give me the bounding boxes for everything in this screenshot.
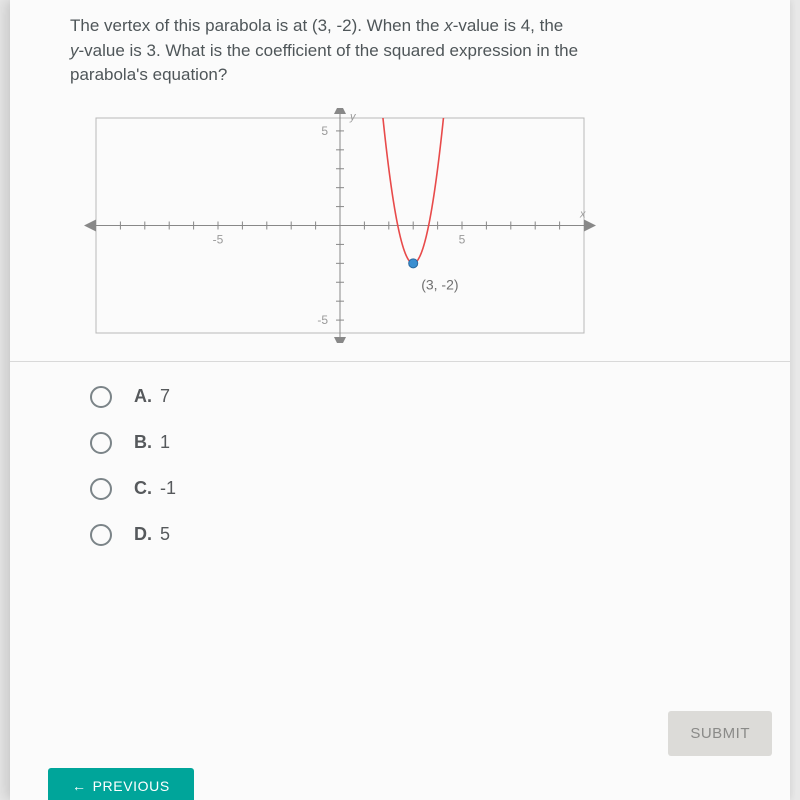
radio-icon bbox=[90, 524, 112, 546]
option-value: -1 bbox=[160, 478, 176, 499]
parabola-chart: -5 5 5 -5 y x (3, -2) bbox=[80, 108, 600, 343]
option-value: 7 bbox=[160, 386, 170, 407]
svg-text:-5: -5 bbox=[213, 232, 224, 246]
svg-text:5: 5 bbox=[459, 232, 466, 246]
radio-icon bbox=[90, 386, 112, 408]
divider bbox=[10, 361, 790, 362]
radio-icon bbox=[90, 432, 112, 454]
option-letter: D. bbox=[134, 524, 152, 545]
option-value: 5 bbox=[160, 524, 170, 545]
submit-button[interactable]: SUBMIT bbox=[668, 711, 772, 756]
question-text: The vertex of this parabola is at (3, -2… bbox=[70, 14, 760, 88]
option-d[interactable]: D. 5 bbox=[90, 524, 760, 546]
answer-options: A. 7 B. 1 C. -1 D. 5 bbox=[90, 386, 760, 546]
svg-text:y: y bbox=[349, 111, 357, 123]
svg-text:-5: -5 bbox=[317, 313, 328, 327]
svg-text:x: x bbox=[579, 208, 586, 220]
svg-text:(3, -2): (3, -2) bbox=[421, 276, 458, 292]
option-b[interactable]: B. 1 bbox=[90, 432, 760, 454]
option-letter: B. bbox=[134, 432, 152, 453]
radio-icon bbox=[90, 478, 112, 500]
option-value: 1 bbox=[160, 432, 170, 453]
option-letter: C. bbox=[134, 478, 152, 499]
option-c[interactable]: C. -1 bbox=[90, 478, 760, 500]
arrow-left-icon: ← bbox=[72, 778, 87, 794]
previous-button[interactable]: ←PREVIOUS bbox=[48, 768, 194, 800]
option-letter: A. bbox=[134, 386, 152, 407]
option-a[interactable]: A. 7 bbox=[90, 386, 760, 408]
svg-text:5: 5 bbox=[321, 124, 328, 138]
